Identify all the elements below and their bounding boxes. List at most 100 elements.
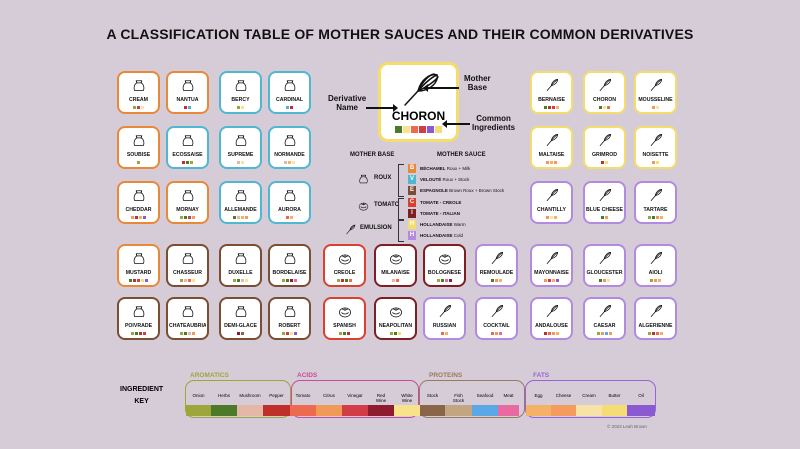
arrow-derivative [366, 104, 398, 112]
sauce-name: ROBERT [278, 323, 301, 329]
mother-sauce-label: HOLLANDAISE Warm [420, 222, 466, 227]
sack-icon [119, 188, 158, 202]
sauce-name: NOISETTE [642, 152, 669, 158]
sauce-name: ALGÉRIENNE [638, 323, 673, 329]
ingredient-key-item: Cheese [551, 393, 576, 416]
key-group-label: ACIDS [297, 372, 318, 379]
sauce-name: BOLOGNESE [427, 270, 462, 276]
ingredient-key-item: White Wine [394, 393, 420, 416]
sauce-card: ALGÉRIENNE [634, 297, 677, 340]
group-bracket [398, 220, 404, 242]
mother-sauce-label: VELOUTÉ Roux + Stock [420, 177, 470, 182]
ingredient-key-item: Egg [526, 393, 551, 416]
sauce-name: ALLEMANDE [224, 207, 257, 213]
ingredient-swatches [585, 106, 624, 109]
sauce-card: GRIMROD [583, 126, 626, 169]
sauce-name: CREOLE [333, 270, 356, 276]
sauce-name: REMOULADE [479, 270, 514, 276]
ingredient-swatches [636, 332, 675, 335]
sack-icon [119, 78, 158, 92]
ingredient-key-item: Red Wine [368, 393, 394, 416]
sauce-name: TARTARE [643, 207, 668, 213]
ingredient-swatches [221, 279, 260, 282]
whisk-icon [425, 304, 464, 318]
sack-icon [221, 133, 260, 147]
sauce-card: CHEDDAR [117, 181, 160, 224]
sauce-name: ÉCOSSAISE [172, 152, 203, 158]
key-group-label: FATS [533, 372, 550, 379]
sauce-card: CHASSEUR [166, 244, 209, 287]
sauce-card: TARTARE [634, 181, 677, 224]
sauce-card: MOUSSELINE [634, 71, 677, 114]
copyright: © 2023 Leah Brown [607, 424, 647, 429]
ingredient-swatches [532, 332, 571, 335]
sauce-card: DEMI-GLACE [219, 297, 262, 340]
ingredient-swatches [221, 332, 260, 335]
sack-icon [168, 78, 207, 92]
ingredient-swatches [477, 332, 516, 335]
sauce-card: NOISETTE [634, 126, 677, 169]
mother-base-label: EMULSION [360, 225, 392, 231]
ingredient-swatches [119, 332, 158, 335]
ingredient-swatches [119, 106, 158, 109]
sauce-card: DUXELLE [219, 244, 262, 287]
sauce-name: MAYONNAISE [534, 270, 569, 276]
ingredient-swatches [119, 279, 158, 282]
sauce-card: GLOUCESTER [583, 244, 626, 287]
sauce-card: ROBERT [268, 297, 311, 340]
sauce-name: MUSTARD [125, 270, 152, 276]
whisk-icon [532, 133, 571, 147]
sauce-card: BLUE CHEESE [583, 181, 626, 224]
sauce-card: CAESAR [583, 297, 626, 340]
sauce-name: DEMI-GLACE [224, 323, 257, 329]
sauce-name: BERNAISE [538, 97, 565, 103]
sack-icon [119, 304, 158, 318]
ingredient-swatches [221, 106, 260, 109]
ingredient-swatches [585, 216, 624, 219]
mother-sauce-swatch: V [408, 175, 416, 184]
ingredient-swatches [425, 332, 464, 335]
ingredient-key-item: Onion [186, 393, 211, 416]
sauce-card: CARDINAL [268, 71, 311, 114]
sauce-card: NEAPOLITAN [374, 297, 417, 340]
sauce-card: CHANTILLY [530, 181, 573, 224]
whisk-icon [636, 133, 675, 147]
sauce-name: CHEDDAR [125, 207, 152, 213]
sauce-card: NANTUA [166, 71, 209, 114]
whisk-icon [532, 188, 571, 202]
ingredient-swatches [636, 216, 675, 219]
sack-icon [270, 304, 309, 318]
whisk-icon [532, 251, 571, 265]
sauce-card: CHORON [583, 71, 626, 114]
whisk-icon [636, 188, 675, 202]
sauce-card: POIVRADE [117, 297, 160, 340]
whisk-icon [532, 304, 571, 318]
sauce-card: SUPRÊME [219, 126, 262, 169]
mother-sauce-label: ESPAGNOLE Brown Roux + Brown Stock [420, 188, 505, 193]
ingredient-swatches [585, 279, 624, 282]
ingredient-key-item: Oil [627, 393, 655, 416]
sauce-name: CHASSEUR [172, 270, 203, 276]
ingredient-swatches [585, 161, 624, 164]
sauce-card: MALTAISE [530, 126, 573, 169]
sauce-card: ANDALOUSE [530, 297, 573, 340]
whisk-icon [585, 188, 624, 202]
sauce-name: CAESAR [593, 323, 616, 329]
sack-icon [119, 251, 158, 265]
mother-sauce-label: TOMATE - CREOLE [420, 200, 462, 205]
ingredient-swatches [477, 279, 516, 282]
whisk-icon [585, 251, 624, 265]
sauce-card: CHATEAUBRIAND [166, 297, 209, 340]
whisk-icon [585, 133, 624, 147]
legend-card-name: CHORON [391, 109, 446, 123]
sauce-name: SPANISH [333, 323, 356, 329]
sauce-name: POIVRADE [124, 323, 153, 329]
mother-sauce-swatch: C [408, 198, 416, 207]
mother-base-label: TOMATO [374, 202, 400, 208]
mother-sauce-label: TOMATE - ITALIAN [420, 211, 460, 216]
sauce-name: AURORA [278, 207, 301, 213]
ingredient-swatches [168, 332, 207, 335]
sauce-name: BERCY [231, 97, 250, 103]
ingredient-key-item: Herbs [211, 393, 237, 416]
sauce-card: AIOLI [634, 244, 677, 287]
